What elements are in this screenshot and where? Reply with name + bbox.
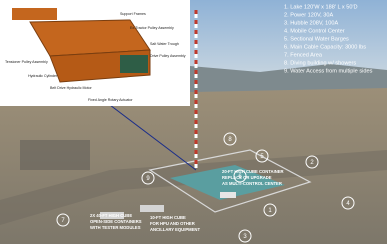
legend-item: 2. Power 120V, 30A	[284, 12, 334, 18]
motor	[120, 55, 148, 73]
legend-item: 4. Mobile Control Center	[284, 28, 345, 34]
annotation: REPLACE OR UPGRADE	[222, 175, 272, 180]
annotation: 2X 40-FT HIGH CUBE	[90, 213, 132, 218]
site-image: Support Frames Ex-Tractor Pulley Assembl…	[0, 0, 387, 244]
legend-item: 1. Lake 120'W x 188' L x 50'D	[284, 4, 358, 10]
annotation: WITH TESTER MODULES	[90, 225, 141, 230]
container	[140, 205, 164, 212]
legend-item: 3. Hubble 208V, 100A	[284, 20, 338, 26]
inset-label: Tensioner Pulley Assembly	[5, 60, 48, 64]
inset-label: Fixed Angle Rotary Actuator	[88, 98, 133, 102]
frame-arm	[12, 8, 57, 20]
parking	[20, 140, 90, 170]
inset-label: Ex-Tractor Pulley Assembly	[130, 26, 174, 30]
inset-label: Support Frames	[120, 12, 146, 16]
legend-item: 5. Sectional Water Barges	[284, 36, 349, 42]
inset-label: Hydraulic Cylinder	[28, 74, 58, 78]
container	[220, 192, 236, 198]
inset-label: Belt Drive Hydraulic Motor	[50, 86, 93, 90]
annotation: ANCILLARY EQUIPMENT	[150, 227, 200, 232]
legend-item: 9. Water Access from multiple sides	[284, 68, 373, 74]
annotation: 10-FT HIGH CUBE	[150, 215, 186, 220]
legend-item: 6. Main Cable Capacity: 3000 lbs	[284, 44, 366, 50]
annotation: AS MULTI-CONTROL CENTER	[222, 181, 282, 186]
legend-item: 8. Diving building w/ showers	[284, 60, 356, 66]
inset-label: Drive Pulley Assembly	[150, 54, 186, 58]
annotation: OPEN-SIDE CONTAINERS	[90, 219, 142, 224]
annotation: FOR HPU AND OTHER	[150, 221, 195, 226]
legend-item: 7. Fenced Area	[284, 52, 323, 58]
annotation: 20-FT HIGH CUBE CONTAINER	[222, 169, 284, 174]
inset-label: Salt Water Trough	[150, 42, 179, 46]
